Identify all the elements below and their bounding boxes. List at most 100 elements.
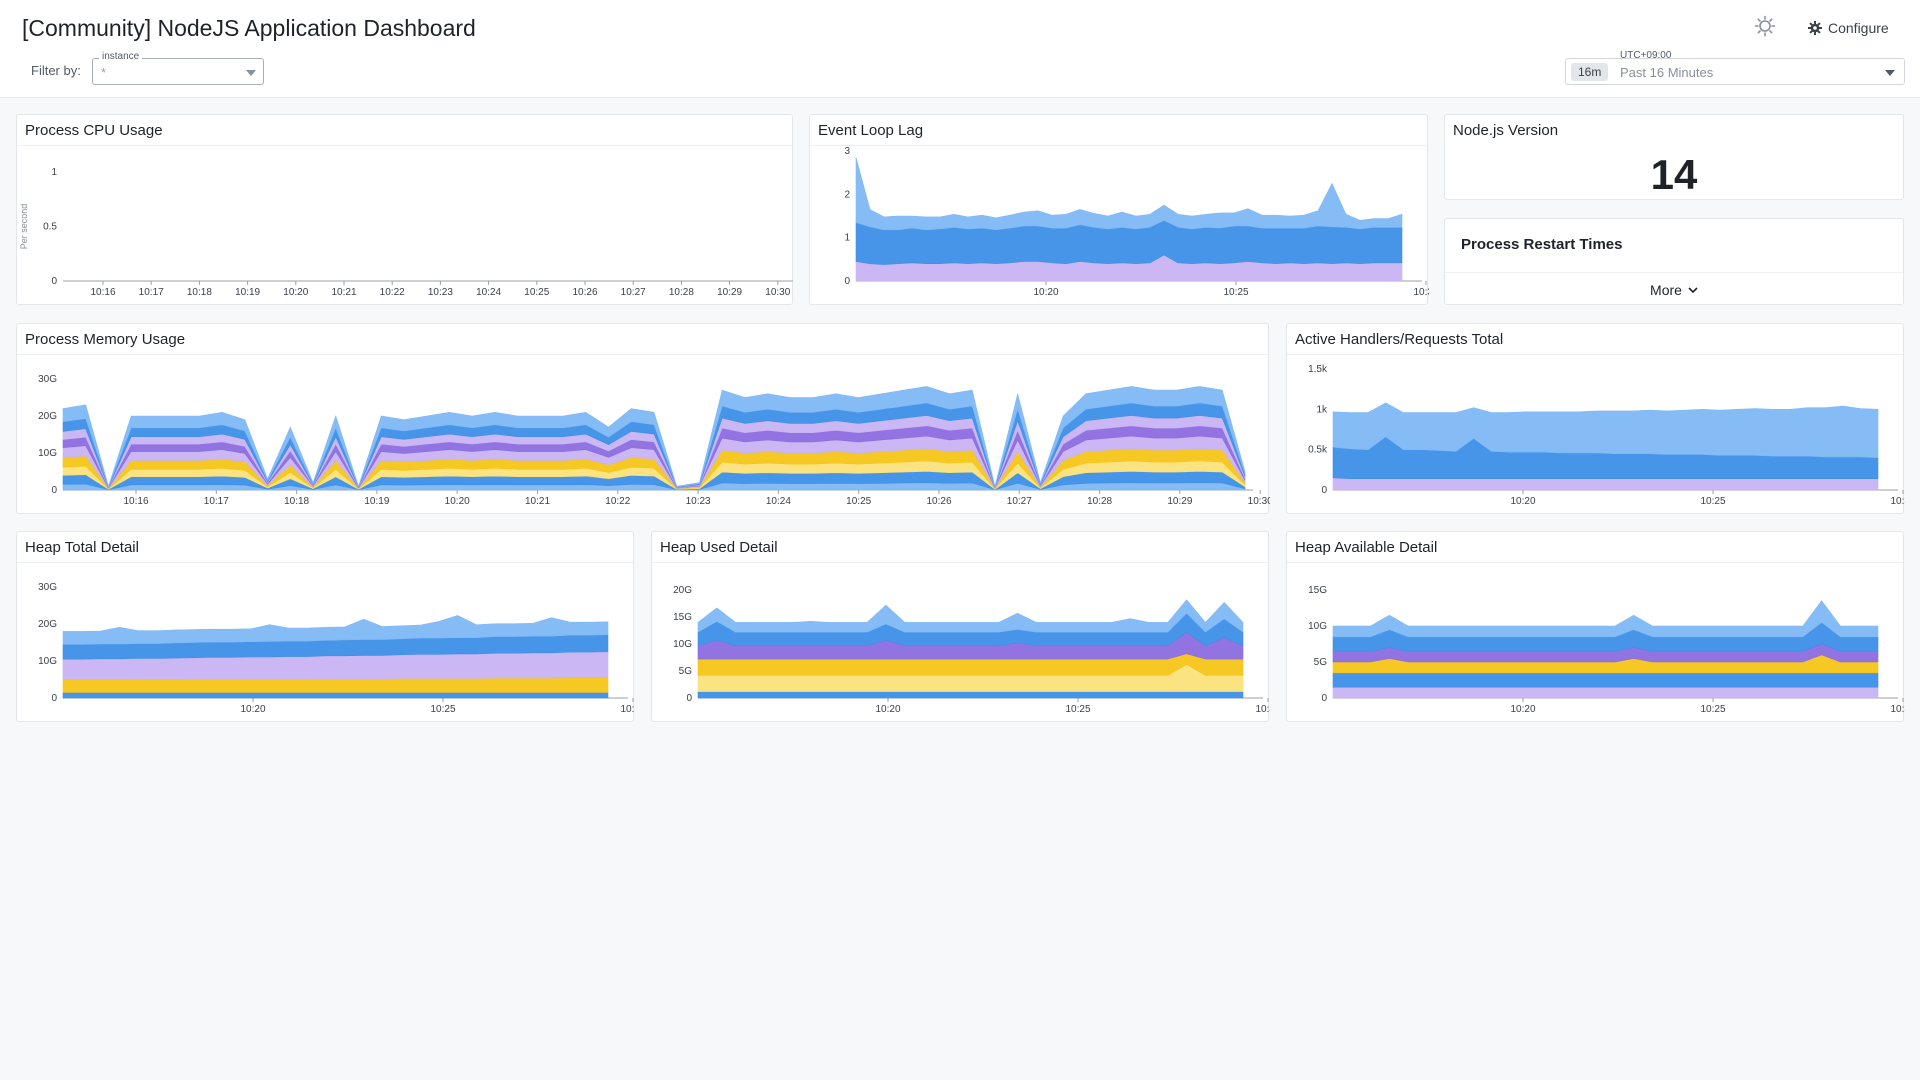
x-tick-label: 10:23 [428, 287, 453, 298]
y-axis-label: Per second [19, 204, 29, 250]
panel-title: Process Memory Usage [25, 331, 186, 348]
y-tick-label: 0 [844, 276, 850, 287]
instance-value: * [101, 65, 107, 80]
chevron-down-icon [1885, 70, 1895, 76]
area-series-0 [62, 692, 609, 699]
y-tick-label: 15G [1308, 585, 1327, 596]
panel-active-handlers: Active Handlers/Requests Total 1.5k 1k 0.5… [1286, 323, 1905, 514]
x-tick-label: 10:20 [283, 287, 308, 298]
x-tick-label: 10:30 [1890, 496, 1905, 507]
x-tick-label: 10:20 [1510, 704, 1535, 715]
y-tick-label: 0 [1321, 693, 1327, 704]
nodejs-version-value: 14 [1650, 151, 1698, 198]
area-series-4 [62, 615, 609, 645]
chevron-down-icon [1688, 287, 1698, 294]
panel-heap-total-detail: Heap Total Detail 30G 20G 10G 0 10:20 10:25 10… [16, 531, 635, 722]
x-tick-label: 10:28 [1087, 496, 1112, 507]
x-tick-label: 10:17 [139, 287, 164, 298]
x-tick-label: 10:25 [1223, 287, 1248, 298]
x-tick-label: 10:19 [235, 287, 260, 298]
area-series-1 [62, 677, 609, 693]
time-range-label: Past 16 Minutes [1620, 65, 1714, 80]
x-tick-label: 10:26 [926, 496, 951, 507]
dashboard-header: [Community] NodeJS Application Dashboard… [0, 0, 1920, 98]
panel-event-loop-lag: Event Loop Lag 3 2 1 0 10:20 10:25 10:30 [809, 114, 1429, 305]
y-tick-label: 0 [51, 276, 57, 287]
y-tick-label: 5G [679, 666, 693, 677]
x-tick-label: 10:22 [605, 496, 630, 507]
instance-select[interactable]: instance * [92, 51, 264, 85]
y-tick-label: 2 [844, 189, 850, 200]
y-tick-label: 30G [38, 582, 57, 593]
y-tick-label: 30G [38, 374, 57, 385]
heap-available-chart: 15G 10G 5G 0 10:20 10:25 10:30 [1308, 585, 1905, 715]
sun-gear-icon[interactable] [1754, 15, 1776, 37]
area-series-0 [697, 691, 1244, 699]
x-tick-label: 10:25 [846, 496, 871, 507]
x-tick-label: 10:20 [240, 704, 265, 715]
x-tick-label: 10:25 [1065, 704, 1090, 715]
panel-title: Event Loop Lag [818, 122, 924, 139]
x-tick-label: 10:30 [1248, 496, 1270, 507]
x-tick-label: 10:20 [1510, 496, 1535, 507]
x-tick-label: 10:25 [524, 287, 549, 298]
panel-nodejs-version: Node.js Version 14 [1444, 114, 1904, 200]
heap-total-chart: 30G 20G 10G 0 10:20 10:25 10:30 [38, 582, 635, 715]
x-tick-label: 10:30 [620, 704, 635, 715]
y-tick-label: 3 [844, 146, 850, 157]
time-range-select[interactable]: 16m Past 16 Minutes [1565, 58, 1905, 85]
y-tick-label: 20G [673, 585, 692, 596]
active-handlers-chart: 1.5k 1k 0.5k 0 10:20 10:25 10:30 [1308, 364, 1905, 507]
x-tick-label: 10:20 [1033, 287, 1058, 298]
x-tick-label: 10:20 [875, 704, 900, 715]
dashboard-title: [Community] NodeJS Application Dashboard [22, 15, 476, 41]
panel-title: Active Handlers/Requests Total [1295, 331, 1504, 348]
area-series-0 [1332, 686, 1879, 699]
configure-label: Configure [1828, 20, 1889, 36]
x-tick-label: 10:24 [476, 287, 501, 298]
x-tick-label: 10:30 [765, 287, 790, 298]
y-tick-label: 1 [844, 233, 850, 244]
heap-used-chart: 20G 15G 10G 5G 0 10:20 10:25 10:30 [673, 585, 1270, 715]
panel-title: Process CPU Usage [25, 122, 163, 139]
y-tick-label: 0 [686, 693, 692, 704]
y-tick-label: 0 [51, 485, 57, 496]
y-tick-label: 10G [673, 639, 692, 650]
y-tick-label: 1k [1316, 404, 1328, 415]
panel-title: Heap Used Detail [660, 539, 778, 556]
y-tick-label: 20G [38, 619, 57, 630]
event-loop-lag-chart: 3 2 1 0 10:20 10:25 10:30 [844, 146, 1429, 298]
panel-process-memory-usage: Process Memory Usage 30G 20G 10G 0 10:16 10:1… [16, 323, 1270, 514]
y-tick-label: 1 [51, 167, 57, 178]
area-series-2 [855, 157, 1403, 231]
y-tick-label: 0 [51, 693, 57, 704]
y-tick-label: 10G [38, 448, 57, 459]
configure-button[interactable]: Configure [1808, 17, 1889, 39]
x-tick-label: 10:17 [204, 496, 229, 507]
panel-title: Heap Available Detail [1295, 539, 1438, 556]
area-series-0 [1332, 477, 1879, 491]
more-label: More [1650, 282, 1682, 298]
y-tick-label: 0 [1321, 485, 1327, 496]
time-range-badge: 16m [1571, 63, 1609, 81]
chevron-down-icon [246, 70, 256, 76]
x-tick-label: 10:19 [364, 496, 389, 507]
more-button[interactable]: More [1445, 282, 1903, 298]
gear-icon [1808, 21, 1822, 35]
x-tick-label: 10:25 [1700, 704, 1725, 715]
cpu-usage-chart: 1 0.5 0 10:16 10:17 10:18 10:19 10:20 10:21 10:22… [19, 167, 793, 298]
area-series-5 [1332, 600, 1879, 638]
x-tick-label: 10:20 [445, 496, 470, 507]
y-tick-label: 5G [1314, 657, 1328, 668]
x-tick-label: 10:29 [717, 287, 742, 298]
x-tick-label: 10:21 [331, 287, 356, 298]
x-tick-label: 10:23 [686, 496, 711, 507]
filter-label: Filter by: [31, 63, 81, 78]
panel-process-cpu-usage: Process CPU Usage 1 0.5 0 10:16 10:17 10:18 10… [16, 114, 793, 305]
x-tick-label: 10:25 [430, 704, 455, 715]
x-tick-label: 10:16 [90, 287, 115, 298]
y-tick-label: 10G [1308, 621, 1327, 632]
instance-legend: instance [99, 51, 143, 62]
x-tick-label: 10:22 [380, 287, 405, 298]
area-series-1 [1332, 672, 1879, 688]
